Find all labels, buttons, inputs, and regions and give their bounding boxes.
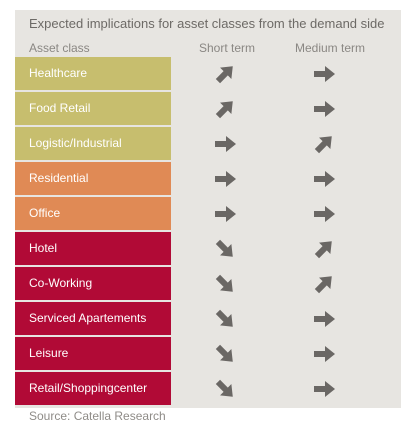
arrow-up-icon (314, 240, 332, 258)
short-term-cell (211, 372, 239, 405)
arrow-right-icon (215, 135, 236, 152)
arrow-right-icon (314, 170, 335, 187)
arrow-up-icon (215, 65, 233, 83)
table-row: Residential (15, 162, 401, 195)
table-row: Retail/Shoppingcenter (15, 372, 401, 405)
asset-class-label: Office (15, 197, 171, 230)
asset-class-label: Co-Working (15, 267, 171, 300)
arrow-down-icon (215, 239, 233, 257)
asset-class-label: Healthcare (15, 57, 171, 90)
short-term-cell (211, 127, 239, 160)
medium-term-cell (310, 302, 338, 335)
table-row: Healthcare (15, 57, 401, 90)
short-term-cell (211, 162, 239, 195)
medium-term-cell (310, 92, 338, 125)
column-header-short-term: Short term (199, 41, 256, 55)
medium-term-cell (310, 337, 338, 370)
column-header-asset-class: Asset class (29, 41, 90, 55)
medium-term-cell (310, 372, 338, 405)
table-row: Leisure (15, 337, 401, 370)
table-row: Hotel (15, 232, 401, 265)
arrow-right-icon (314, 345, 335, 362)
asset-class-label: Logistic/Industrial (15, 127, 171, 160)
table-row: Co-Working (15, 267, 401, 300)
short-term-cell (211, 232, 239, 265)
arrow-right-icon (314, 65, 335, 82)
medium-term-cell (310, 57, 338, 90)
table-title: Expected implications for asset classes … (29, 16, 385, 31)
table-row: Office (15, 197, 401, 230)
short-term-cell (211, 92, 239, 125)
medium-term-cell (310, 197, 338, 230)
arrow-up-icon (314, 135, 332, 153)
arrow-down-icon (215, 309, 233, 327)
short-term-cell (211, 57, 239, 90)
asset-class-label: Food Retail (15, 92, 171, 125)
arrow-right-icon (314, 380, 335, 397)
arrow-right-icon (314, 100, 335, 117)
arrow-right-icon (314, 205, 335, 222)
arrow-down-icon (215, 274, 233, 292)
short-term-cell (211, 267, 239, 300)
arrow-up-icon (314, 275, 332, 293)
asset-class-label: Residential (15, 162, 171, 195)
short-term-cell (211, 337, 239, 370)
arrow-right-icon (314, 310, 335, 327)
arrow-down-icon (215, 379, 233, 397)
table-row: Food Retail (15, 92, 401, 125)
medium-term-cell (310, 232, 338, 265)
asset-class-rows: Healthcare Food Retail Logistic/Industrial… (15, 57, 401, 407)
short-term-cell (211, 197, 239, 230)
table-row: Serviced Apartements (15, 302, 401, 335)
source-note: Source: Catella Research (29, 409, 166, 423)
asset-class-label: Leisure (15, 337, 171, 370)
medium-term-cell (310, 127, 338, 160)
column-header-medium-term: Medium term (295, 41, 366, 55)
table-row: Logistic/Industrial (15, 127, 401, 160)
arrow-right-icon (215, 205, 236, 222)
arrow-down-icon (215, 344, 233, 362)
medium-term-cell (310, 162, 338, 195)
asset-class-label: Hotel (15, 232, 171, 265)
arrow-up-icon (215, 100, 233, 118)
asset-class-label: Serviced Apartements (15, 302, 171, 335)
arrow-right-icon (215, 170, 236, 187)
asset-class-label: Retail/Shoppingcenter (15, 372, 171, 405)
short-term-cell (211, 302, 239, 335)
medium-term-cell (310, 267, 338, 300)
